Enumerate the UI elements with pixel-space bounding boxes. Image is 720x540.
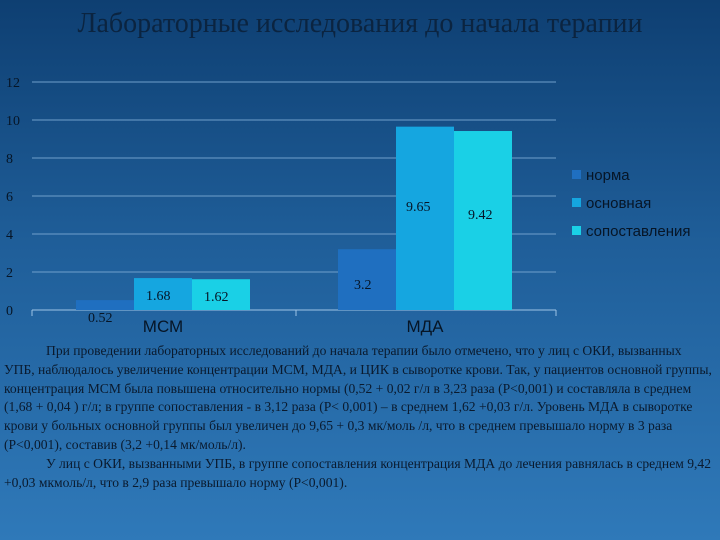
bar-основная-МСМ: [134, 278, 192, 310]
chart-area: 0 2 4 6 8 10 12 0.52 1.68 1.62 МСМ 3.2 9.65 9.42 МДА но…: [0, 76, 720, 340]
legend-label: основная: [586, 195, 651, 212]
data-label: 1.62: [204, 290, 229, 305]
category-label: МДА: [406, 317, 444, 336]
data-label: 3.2: [354, 278, 372, 293]
data-label: 9.42: [468, 208, 493, 223]
y-tick-label: 8: [6, 152, 13, 167]
y-tick-label: 2: [6, 266, 13, 281]
data-label: 9.65: [406, 200, 431, 215]
legend-label: норма: [586, 167, 630, 184]
paragraph-2: У лиц с ОКИ, вызванными УПБ, в группе со…: [4, 455, 712, 490]
bar-норма-МДА: [338, 249, 396, 310]
legend-swatch: [572, 170, 581, 179]
bar-сопоставления-МДА: [454, 131, 512, 310]
bar-норма-МСМ: [76, 300, 134, 310]
y-tick-label: 0: [6, 304, 13, 319]
bar-сопоставления-МСМ: [192, 279, 250, 310]
y-tick-label: 6: [6, 190, 13, 205]
legend-swatch: [572, 226, 581, 235]
bar-основная-МДА: [396, 126, 454, 311]
data-label: 1.68: [146, 289, 171, 304]
paragraph-1: При проведении лабораторных исследований…: [4, 343, 712, 452]
y-tick-label: 4: [6, 228, 13, 243]
bar-chart: 0 2 4 6 8 10 12 0.52 1.68 1.62 МСМ 3.2 9.65 9.42 МДА но…: [6, 76, 691, 336]
y-tick-label: 12: [6, 76, 20, 91]
category-label: МСМ: [143, 317, 183, 336]
slide-title: Лабораторные исследования до начала тера…: [77, 8, 643, 39]
description-text: При проведении лабораторных исследований…: [4, 342, 712, 492]
legend-label: сопоставления: [586, 223, 691, 240]
data-label: 0.52: [88, 311, 113, 326]
y-tick-label: 10: [6, 114, 20, 129]
legend-swatch: [572, 198, 581, 207]
